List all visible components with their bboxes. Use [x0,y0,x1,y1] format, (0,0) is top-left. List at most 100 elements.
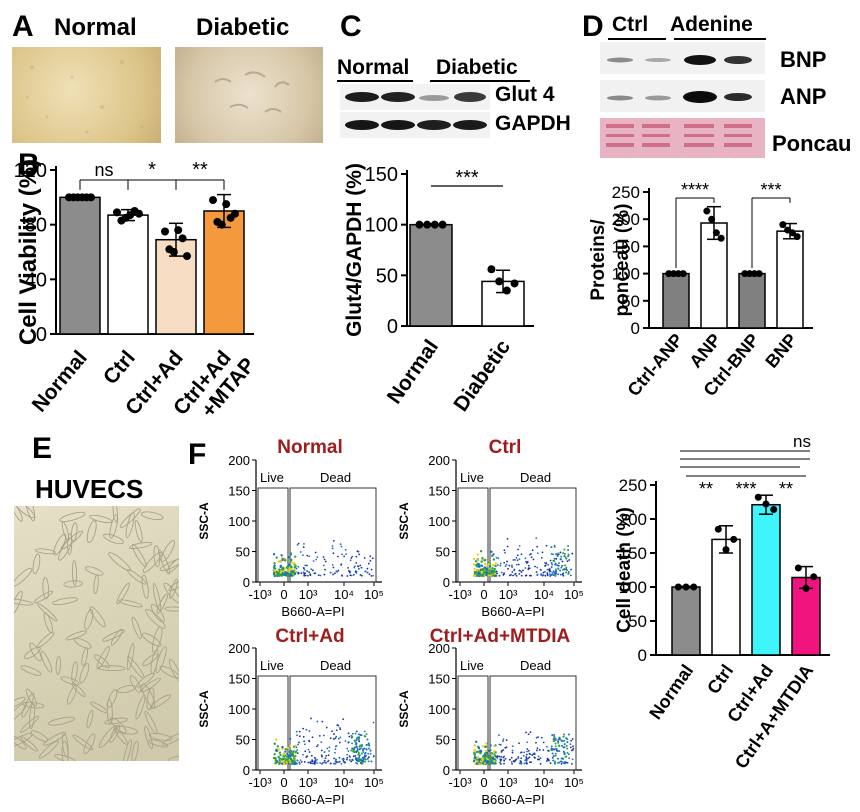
flow-3-event-dot [527,733,530,736]
huvec-cell [33,590,54,604]
panel-label-a: A [12,10,34,43]
flow-3-event-dot [493,744,496,748]
flow-1-event-dot [556,564,559,567]
flow-3-event-dot [485,742,488,745]
flow-3-event-dot [485,761,489,764]
flow-3-event-dot [569,746,572,749]
flow-2-y-tick-label: 0 [243,763,250,778]
flow-1-event-dot [475,558,479,561]
flow-2-x-tick-label: -10³ [248,775,272,790]
flow-3-event-dot [522,754,525,757]
chart-b-y-label: Cell Viability (%) [15,159,42,345]
huvec-cell [106,698,113,725]
flow-3-event-dot [557,741,560,744]
flow-2-event-dot [366,757,369,760]
huvec-cell [145,608,166,629]
panel-d-ctrl-title: Ctrl [612,13,649,36]
flow-0-event-dot [363,557,366,559]
huvec-cell [117,685,137,694]
flow-3-event-dot [476,760,479,763]
flow-1-event-dot [547,563,550,566]
flow-3-event-dot [560,744,563,747]
flow-1-event-dot [518,558,521,561]
micrograph-diabetic-texture [214,71,290,113]
chart-b-data-point [87,193,95,202]
chart-d-bar [738,272,766,329]
flow-0-event-dot [371,557,374,560]
flow-1-event-dot [503,561,506,564]
huvec-cell [102,629,125,642]
flow-1-event-dot [524,567,527,569]
flow-1-event-dot [566,560,569,563]
flow-0-event-dot [347,566,349,569]
flow-0-event-dot [366,567,369,570]
flow-2-event-dot [363,752,366,755]
flow-2-event-dot [360,745,363,748]
huvec-cell [144,710,158,735]
flow-1-event-dot [567,572,570,575]
flow-2-event-dot [308,730,311,732]
flow-1-event-dot [495,556,498,559]
flow-3-x-tick-label: 10⁵ [564,775,584,790]
blot-c-glut4-gapdh [340,84,490,138]
flow-2-event-dot [316,758,318,761]
chart-b-sig-label: ns [94,160,113,180]
flow-1-event-dot [559,573,562,576]
flow-2-gate-live [257,675,289,771]
flow-2-event-dot [296,759,299,762]
flow-1-event-dot [506,537,509,540]
flow-1-event-dot [480,560,483,563]
micrograph-huvecs-cells [14,506,179,761]
flow-2-event-dot [279,753,282,757]
flow-2-event-dot [363,734,366,737]
flow-3-events [472,731,575,766]
flow-0-event-dot [288,574,292,577]
chart-b-y-tick-label: 40 [25,269,47,291]
huvec-cell [23,646,41,660]
flow-0-event-dot [350,574,353,577]
flow-2-event-dot [274,762,277,765]
flow-0-event-dot [297,542,300,545]
flow-3-event-dot [499,761,501,764]
flow-0-event-dot [368,573,371,576]
flow-2-event-dot [275,749,278,753]
flow-1-event-dot [555,553,558,556]
chart-d-y-tick-label: 0 [631,319,640,338]
flow-3-event-dot [526,741,529,744]
flow-3-event-dot [556,762,559,764]
flow-2-y-label: SSC-A [197,690,211,728]
flow-2-event-dot [337,761,340,763]
flow-3-event-dot [533,752,536,755]
flow-1-event-dot [548,568,551,570]
flow-3-event-dot [539,757,542,760]
flow-3-event-dot [511,745,514,748]
flow-0-event-dot [278,573,282,577]
huvec-cell [158,549,171,575]
flow-3-event-dot [505,739,508,742]
chart-f-bar [751,503,781,656]
flow-0-event-dot [305,564,308,567]
flow-2-event-dot [358,754,361,757]
flow-2-event-dot [365,748,368,751]
flow-3-event-dot [490,759,493,762]
huvec-cell [71,560,77,586]
flow-1-event-dot [499,562,502,565]
chart-d-sig-label: *** [760,180,781,200]
flow-2-event-dot [311,736,314,739]
huvec-cell [104,717,129,725]
flow-2-event-dot [335,735,338,738]
flow-3-event-dot [499,763,502,765]
flow-2-event-dot [372,754,375,757]
huvec-cell [21,692,35,718]
flow-1-event-dot [526,560,529,563]
flow-2-event-dot [333,757,335,760]
flow-2-event-dot [281,745,284,749]
huvec-cell [149,694,171,710]
chart-d-data-point [679,270,687,278]
flow-1-event-dot [472,563,476,566]
flow-2-event-dot [288,744,291,747]
flow-3-event-dot [536,749,538,752]
panel-e-huvecs-title: HUVECS [35,474,144,504]
flow-2-event-dot [346,753,349,756]
